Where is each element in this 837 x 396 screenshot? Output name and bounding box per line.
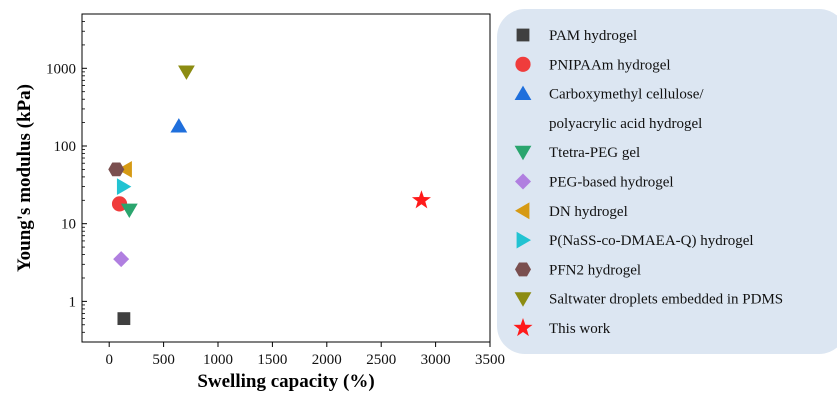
x-tick-label: 3000 (421, 352, 451, 368)
legend-label: PAM hydrogel (549, 28, 637, 44)
x-tick-label: 2000 (312, 352, 342, 368)
legend-label: P(NaSS-co-DMAEA-Q) hydrogel (549, 233, 754, 249)
data-points (108, 65, 431, 326)
legend-label: PNIPAAm hydrogel (549, 57, 671, 73)
data-point (170, 118, 188, 133)
data-point (117, 160, 132, 178)
legend-label: Ttetra-PEG gel (549, 145, 640, 161)
data-point (117, 312, 131, 326)
legend-label: PFN2 hydrogel (549, 262, 641, 278)
legend-marker (516, 231, 531, 249)
legend-marker (514, 292, 532, 307)
legend-label: This work (549, 321, 611, 337)
y-axis-ticks: 1 10 100 1000 (46, 21, 87, 343)
legend-marker (515, 262, 531, 277)
y-axis-title: Young's modulus (kPa) (14, 84, 35, 272)
x-tick-label: 1000 (203, 352, 233, 368)
legend-marker (516, 28, 530, 42)
y-tick-label: 1 (69, 294, 77, 310)
y-tick-label: 100 (54, 139, 77, 155)
data-point (108, 162, 125, 177)
data-point (178, 65, 195, 80)
x-tick-label: 3500 (475, 352, 505, 368)
data-point (411, 190, 431, 209)
legend-label: Carboxymethyl cellulose/ (549, 87, 704, 103)
plot-frame (81, 13, 491, 343)
legend-marker (514, 145, 532, 161)
legend-label: PEG-based hydrogel (549, 175, 674, 191)
legend-marker (514, 85, 532, 100)
x-tick-label: 2500 (366, 352, 396, 368)
legend-marker (513, 318, 533, 337)
x-tick-label: 500 (152, 352, 175, 368)
data-point (116, 178, 132, 196)
legend-marker (515, 173, 531, 190)
legend-label: polyacrylic acid hydrogel (549, 116, 702, 132)
y-tick-label: 10 (61, 217, 76, 233)
legend-label: DN hydrogel (549, 204, 628, 220)
legend-marker (515, 202, 530, 220)
legend-marker (515, 56, 531, 72)
legend-box (497, 9, 837, 354)
x-tick-label: 1500 (257, 352, 287, 368)
data-point (120, 203, 138, 219)
data-point (113, 251, 130, 268)
legend-label: Saltwater droplets embedded in PDMS (549, 292, 783, 308)
x-tick-label: 0 (105, 352, 113, 368)
legend: PAM hydrogel PNIPAAm hydrogel Carboxymethy… (513, 28, 783, 337)
x-axis-ticks: 0 500 1000 1500 2000 2500 3000 3500 (105, 342, 505, 368)
y-tick-label: 1000 (46, 61, 76, 77)
x-axis-title: Swelling capacity (%) (197, 371, 374, 392)
